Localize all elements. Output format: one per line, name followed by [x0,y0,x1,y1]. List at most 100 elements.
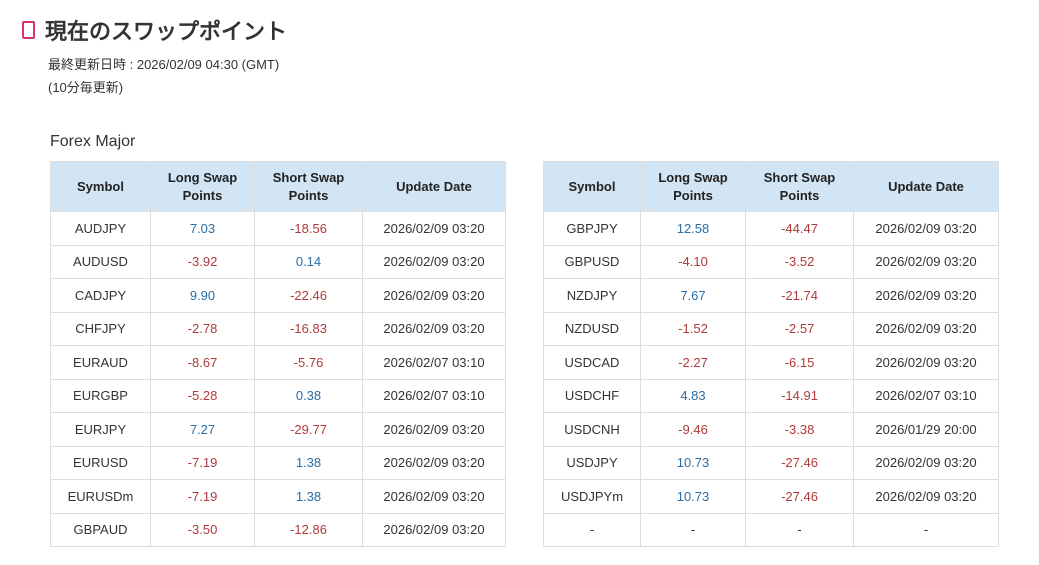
swap-cell: 10.73 [640,445,746,480]
symbol-cell: EURGBP [50,378,151,413]
symbol-cell: EURJPY [50,412,151,447]
table-row: EURUSDm -7.19 1.38 2026/02/09 03:20 [50,479,506,514]
swap-cell: -29.77 [254,412,363,447]
symbol-cell: USDCAD [543,345,641,380]
date-cell: 2026/02/09 03:20 [853,211,999,246]
swap-cell: -6.15 [745,345,854,380]
table-row: GBPJPY 12.58 -44.47 2026/02/09 03:20 [543,211,999,246]
swap-cell: -3.50 [150,512,255,547]
date-cell: 2026/02/09 03:20 [853,345,999,380]
symbol-cell: - [543,512,641,547]
date-cell: 2026/02/09 03:20 [853,311,999,346]
date-cell: 2026/02/09 03:20 [853,244,999,279]
swap-cell: -2.57 [745,311,854,346]
swap-cell: -3.38 [745,412,854,447]
table-row: USDCHF 4.83 -14.91 2026/02/07 03:10 [543,378,999,413]
swap-cell: -27.46 [745,445,854,480]
update-interval: (10分毎更新) [48,80,124,95]
date-cell: 2026/02/09 03:20 [853,445,999,480]
swap-cell: -7.19 [150,445,255,480]
table-body: AUDJPY 7.03 -18.56 2026/02/09 03:20 AUDUSD -3… [50,211,506,547]
column-header: Update Date [362,161,506,212]
symbol-cell: USDCHF [543,378,641,413]
swap-cell: -4.10 [640,244,746,279]
swap-cell: -5.76 [254,345,363,380]
table-header: Symbol Long Swap Points Short Swap Points U… [543,161,999,212]
symbol-cell: EURAUD [50,345,151,380]
swap-cell: -14.91 [745,378,854,413]
swap-cell: 12.58 [640,211,746,246]
date-cell: 2026/02/09 03:20 [362,311,506,346]
swap-cell: -3.52 [745,244,854,279]
swap-cell: 4.83 [640,378,746,413]
swap-cell: -2.27 [640,345,746,380]
table-row: USDCNH -9.46 -3.38 2026/01/29 20:00 [543,412,999,447]
table-row: AUDJPY 7.03 -18.56 2026/02/09 03:20 [50,211,506,246]
swap-cell: 1.38 [254,479,363,514]
swap-table: Symbol Long Swap Points Short Swap Points U… [543,161,999,547]
date-cell: 2026/02/09 03:20 [362,244,506,279]
swap-cell: 9.90 [150,278,255,313]
swap-cell: -18.56 [254,211,363,246]
swap-cell: -3.92 [150,244,255,279]
column-header: Long Swap Points [150,161,255,212]
header-row: Symbol Long Swap Points Short Swap Points U… [50,161,506,212]
column-header: Symbol [50,161,151,212]
symbol-cell: GBPUSD [543,244,641,279]
symbol-cell: CADJPY [50,278,151,313]
table-row: GBPAUD -3.50 -12.86 2026/02/09 03:20 [50,512,506,547]
swap-cell: 0.14 [254,244,363,279]
table-row: USDCAD -2.27 -6.15 2026/02/09 03:20 [543,345,999,380]
swap-cell: -12.86 [254,512,363,547]
swap-cell: 7.03 [150,211,255,246]
swap-cell: 7.67 [640,278,746,313]
table-row: USDJPY 10.73 -27.46 2026/02/09 03:20 [543,445,999,480]
date-cell: 2026/02/09 03:20 [362,512,506,547]
swap-cell: 0.38 [254,378,363,413]
swap-cell: -2.78 [150,311,255,346]
table-row: NZDUSD -1.52 -2.57 2026/02/09 03:20 [543,311,999,346]
symbol-cell: AUDJPY [50,211,151,246]
swap-cell: -44.47 [745,211,854,246]
symbol-cell: USDJPY [543,445,641,480]
date-cell: 2026/02/09 03:20 [362,412,506,447]
swap-cell: -27.46 [745,479,854,514]
swap-cell: 10.73 [640,479,746,514]
title-text: 現在のスワップポイント [45,19,288,44]
swap-cell: -22.46 [254,278,363,313]
date-cell: 2026/02/09 03:20 [362,211,506,246]
symbol-cell: NZDJPY [543,278,641,313]
date-cell: 2026/02/09 03:20 [362,479,506,514]
swap-cell: -21.74 [745,278,854,313]
table-row: CADJPY 9.90 -22.46 2026/02/09 03:20 [50,278,506,313]
swap-cell: - [745,512,854,547]
symbol-cell: USDCNH [543,412,641,447]
title-icon [22,21,35,39]
symbol-cell: GBPAUD [50,512,151,547]
column-header: Update Date [853,161,999,212]
swap-cell: -8.67 [150,345,255,380]
date-cell: 2026/01/29 20:00 [853,412,999,447]
swap-cell: 1.38 [254,445,363,480]
swap-table: Symbol Long Swap Points Short Swap Points U… [50,161,506,547]
table-row: NZDJPY 7.67 -21.74 2026/02/09 03:20 [543,278,999,313]
table-header: Symbol Long Swap Points Short Swap Points U… [50,161,506,212]
table-row: EURJPY 7.27 -29.77 2026/02/09 03:20 [50,412,506,447]
date-cell: 2026/02/07 03:10 [853,378,999,413]
swap-cell: 7.27 [150,412,255,447]
table-row: CHFJPY -2.78 -16.83 2026/02/09 03:20 [50,311,506,346]
column-header: Symbol [543,161,641,212]
last-updated: 最終更新日時 : 2026/02/09 04:30 (GMT) [48,57,280,72]
symbol-cell: AUDUSD [50,244,151,279]
column-header: Long Swap Points [640,161,746,212]
symbol-cell: EURUSD [50,445,151,480]
column-header: Short Swap Points [254,161,363,212]
date-cell: 2026/02/09 03:20 [362,278,506,313]
date-cell: 2026/02/09 03:20 [853,479,999,514]
date-cell: 2026/02/07 03:10 [362,345,506,380]
table-row: AUDUSD -3.92 0.14 2026/02/09 03:20 [50,244,506,279]
swap-cell: -7.19 [150,479,255,514]
swap-cell: - [640,512,746,547]
